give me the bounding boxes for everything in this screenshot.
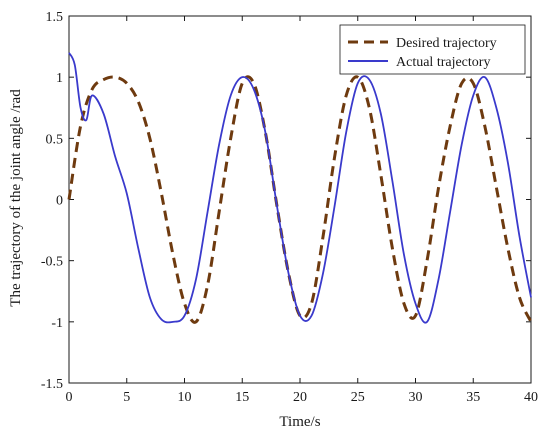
x-tick-label: 40 [524,390,538,405]
legend-box [339,24,526,75]
y-tick-label: 0.5 [46,132,64,147]
y-axis-ticks: -1.5 -1 -0.5 0 0.5 1 1.5 [41,10,531,392]
legend-actual-label: Actual trajectory [396,55,490,70]
legend: Desired trajectory Actual trajectory [339,24,526,75]
y-tick-label: -1.5 [41,377,63,392]
series-actual-trajectory-line [68,52,532,324]
plot-frame [68,15,532,384]
x-tick-label: 5 [123,390,130,405]
x-axis-label: Time/s [279,414,320,430]
x-tick-label: 25 [351,390,365,405]
series-layer [67,52,533,324]
x-tick-label: 0 [66,390,73,405]
x-axis-ticks: 0 5 10 15 20 25 30 35 40 [66,16,538,405]
y-tick-label: 0 [56,194,63,209]
y-tick-label: -0.5 [41,255,63,270]
x-tick-label: 20 [293,390,307,405]
y-tick-label: -1 [51,316,63,331]
y-tick-label: 1 [56,71,63,86]
y-tick-label: 1.5 [46,10,64,25]
legend-desired-label: Desired trajectory [396,36,497,51]
x-tick-label: 10 [178,390,192,405]
plot-area [68,15,532,384]
x-tick-label: 15 [235,390,249,405]
x-tick-label: 35 [466,390,480,405]
x-tick-label: 30 [409,390,423,405]
y-axis-label: The trajectory of the joint angle /rad [8,89,24,307]
